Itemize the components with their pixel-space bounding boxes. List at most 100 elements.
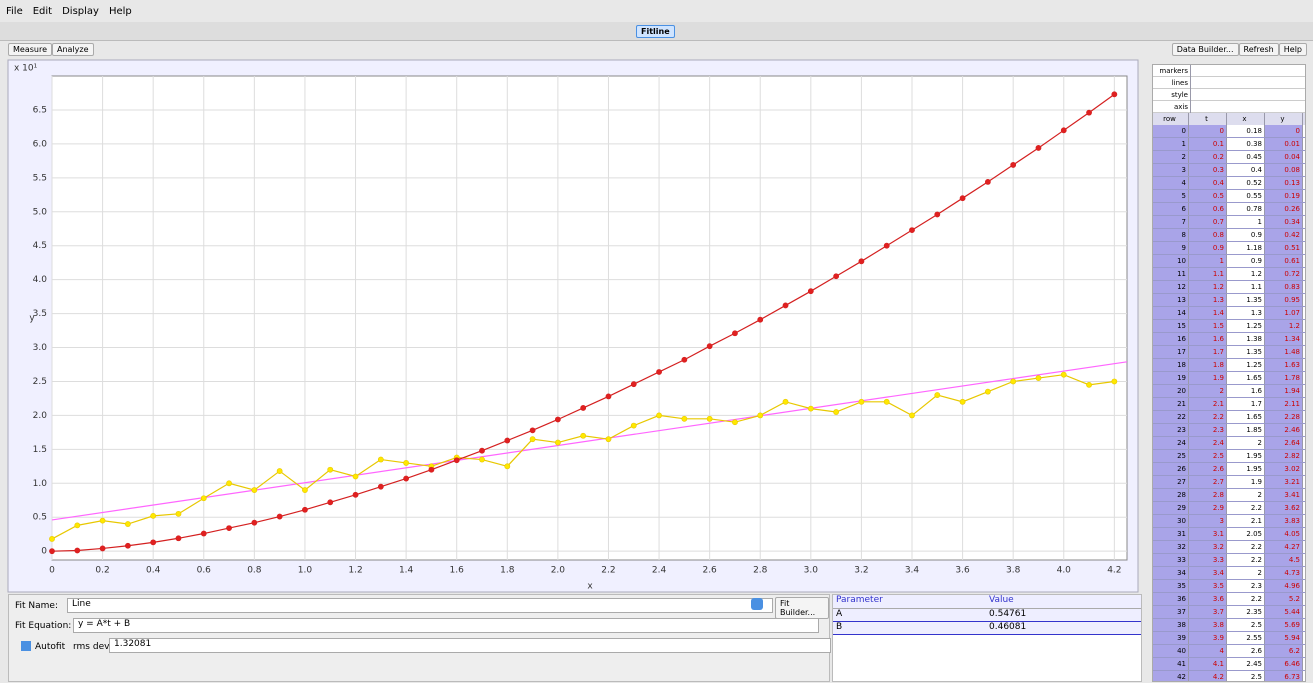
row-number: 39 bbox=[1153, 632, 1189, 644]
data-point bbox=[706, 343, 713, 350]
y-tick-label: 3.0 bbox=[33, 343, 48, 353]
table-row: 16 1.6 1.38 1.34 bbox=[1153, 333, 1305, 346]
table-row: 41 4.1 2.45 6.46 bbox=[1153, 658, 1305, 671]
cell-y: 4.27 bbox=[1265, 541, 1303, 553]
row-number: 7 bbox=[1153, 216, 1189, 228]
toolbar-button[interactable]: Refresh bbox=[1238, 43, 1279, 56]
cell-y: 0.72 bbox=[1265, 268, 1303, 280]
cell-x: 2.6 bbox=[1227, 645, 1265, 657]
toolbar-button[interactable]: Analyze bbox=[52, 43, 94, 56]
row-number: 37 bbox=[1153, 606, 1189, 618]
data-point bbox=[782, 302, 789, 309]
data-point bbox=[175, 535, 182, 542]
menu-item[interactable]: Display bbox=[62, 6, 99, 17]
equation[interactable]: y = A*t + B bbox=[73, 618, 819, 633]
row-number: 13 bbox=[1153, 294, 1189, 306]
menu-item[interactable]: Help bbox=[108, 6, 132, 17]
data-point bbox=[732, 419, 738, 426]
table-row: 40 4 2.6 6.2 bbox=[1153, 645, 1305, 658]
fit-name[interactable]: Line bbox=[67, 598, 773, 613]
row-number: 15 bbox=[1153, 320, 1189, 332]
header-cell: t bbox=[1189, 113, 1227, 125]
table-row: 13 1.3 1.35 0.95 bbox=[1153, 294, 1305, 307]
cell-x: 2.2 bbox=[1227, 502, 1265, 514]
cell-t: 3.7 bbox=[1189, 606, 1227, 618]
table-row: 21 2.1 1.7 2.11 bbox=[1153, 398, 1305, 411]
cell-x: 1.2 bbox=[1227, 268, 1265, 280]
cell-y: 2.28 bbox=[1265, 411, 1303, 423]
row-number: 20 bbox=[1153, 385, 1189, 397]
cell-t: 3.1 bbox=[1189, 528, 1227, 540]
rms-value: 1.32081 bbox=[109, 638, 831, 653]
param-cell: A bbox=[836, 609, 843, 619]
fit-builder-button[interactable]: Fit Builder... bbox=[775, 597, 829, 619]
cell-y: 3.62 bbox=[1265, 502, 1303, 514]
y-tick-label: 0.5 bbox=[33, 513, 47, 523]
row-number: 17 bbox=[1153, 346, 1189, 358]
data-point bbox=[124, 521, 131, 527]
row-number: 27 bbox=[1153, 476, 1189, 488]
x-tick-label: 1.0 bbox=[298, 566, 313, 576]
cell-t: 0.4 bbox=[1189, 177, 1227, 189]
menu-item[interactable]: File bbox=[6, 6, 23, 17]
cell-y: 1.34 bbox=[1265, 333, 1303, 345]
row-number: 38 bbox=[1153, 619, 1189, 631]
row-number: 6 bbox=[1153, 203, 1189, 215]
table-row: 31 3.1 2.05 4.05 bbox=[1153, 528, 1305, 541]
data-point bbox=[554, 439, 561, 446]
x-tick-label: 1.6 bbox=[450, 566, 465, 576]
table-row: 18 1.8 1.25 1.63 bbox=[1153, 359, 1305, 372]
data-point bbox=[554, 416, 561, 423]
table-row: 11 1.1 1.2 0.72 bbox=[1153, 268, 1305, 281]
cell-t: 2.3 bbox=[1189, 424, 1227, 436]
cell-y: 0.83 bbox=[1265, 281, 1303, 293]
settings-label: axis bbox=[1153, 101, 1191, 113]
settings-label: markers bbox=[1153, 65, 1191, 77]
x-tick-label: 2.6 bbox=[702, 566, 717, 576]
table-row: 10 1 0.9 0.61 bbox=[1153, 255, 1305, 268]
toolbar-button[interactable]: Measure bbox=[8, 43, 52, 56]
data-point bbox=[529, 436, 536, 443]
settings-label: style bbox=[1153, 89, 1191, 101]
data-point bbox=[403, 460, 410, 466]
dropdown[interactable] bbox=[751, 598, 763, 610]
y-tick-label: 6.5 bbox=[33, 105, 47, 115]
x-axis-label: x bbox=[587, 582, 593, 592]
table-row: 2 0.2 0.45 0.04 bbox=[1153, 151, 1305, 164]
exponent: x 10¹ bbox=[14, 64, 38, 74]
row-number: 1 bbox=[1153, 138, 1189, 150]
toolbar-button[interactable]: Help bbox=[1278, 43, 1307, 56]
data-point bbox=[1035, 375, 1042, 381]
cell-t: 2.7 bbox=[1189, 476, 1227, 488]
row-number: 10 bbox=[1153, 255, 1189, 267]
table-row: 29 2.9 2.2 3.62 bbox=[1153, 502, 1305, 515]
tab[interactable]: Fitline bbox=[636, 25, 675, 38]
toolbar-right: Data Builder... Refresh Help bbox=[1171, 43, 1307, 56]
table-row: 33 3.3 2.2 4.5 bbox=[1153, 554, 1305, 567]
data-point bbox=[428, 466, 435, 473]
toolbar-button[interactable]: Data Builder... bbox=[1171, 43, 1239, 56]
menu-item[interactable]: Edit bbox=[32, 6, 53, 17]
data-point bbox=[630, 422, 637, 429]
cell-x: 0.9 bbox=[1227, 229, 1265, 241]
chart: x 10¹ x y 0 0.2 0.4 0.6 0.8 1.0 1.2 1.4 1.6 1.8 2.… bbox=[7, 59, 1139, 593]
cell-t: 1.2 bbox=[1189, 281, 1227, 293]
data-point bbox=[49, 536, 55, 542]
data-point bbox=[74, 547, 81, 554]
data-point bbox=[959, 195, 966, 202]
x-tick-label: 2.2 bbox=[601, 566, 615, 576]
cell-x: 1.35 bbox=[1227, 346, 1265, 358]
checkbox[interactable] bbox=[21, 641, 31, 651]
y-tick-label: 0 bbox=[41, 547, 47, 557]
cell-y: 3.41 bbox=[1265, 489, 1303, 501]
cell-t: 4.1 bbox=[1189, 658, 1227, 670]
row-number: 34 bbox=[1153, 567, 1189, 579]
data-point bbox=[681, 415, 688, 422]
row-number: 14 bbox=[1153, 307, 1189, 319]
data-point bbox=[302, 506, 308, 513]
data-point bbox=[883, 398, 890, 405]
cell-y: 1.94 bbox=[1265, 385, 1303, 397]
y-tick-label: 4.5 bbox=[33, 241, 47, 251]
row-number: 11 bbox=[1153, 268, 1189, 280]
